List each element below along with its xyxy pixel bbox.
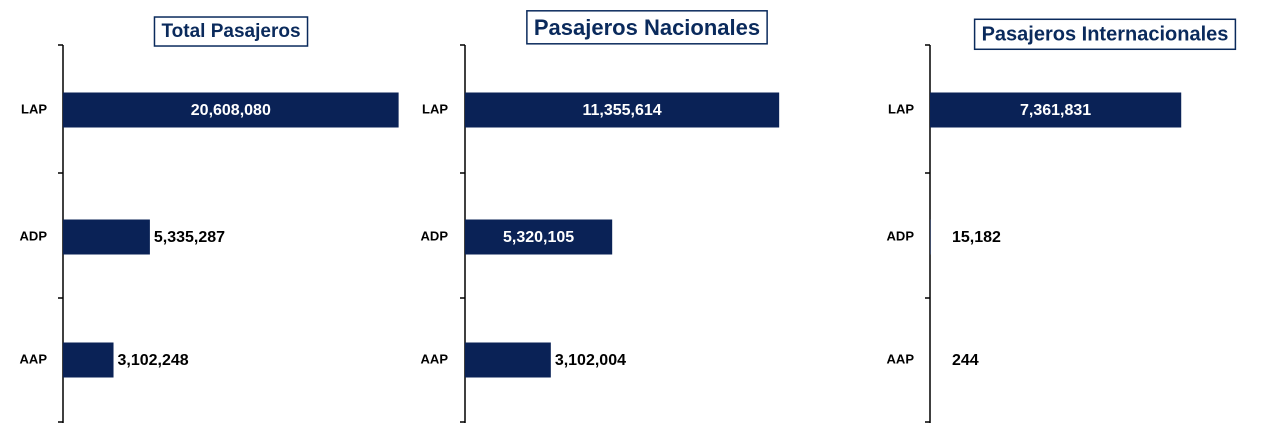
value-label: 11,355,614 <box>582 102 661 119</box>
chart-title: Pasajeros Nacionales <box>534 15 760 40</box>
category-label: LAP <box>888 101 914 116</box>
bar <box>63 220 150 255</box>
value-label: 5,320,105 <box>503 229 574 246</box>
category-label: ADP <box>421 228 449 243</box>
category-label: AAP <box>887 351 915 366</box>
category-label: AAP <box>20 351 48 366</box>
category-label: LAP <box>21 101 47 116</box>
bar <box>930 220 931 255</box>
value-label: 7,361,831 <box>1020 102 1091 119</box>
value-label: 20,608,080 <box>191 102 271 119</box>
bar <box>63 343 114 378</box>
value-label: 15,182 <box>952 229 1001 246</box>
value-label: 5,335,287 <box>154 229 225 246</box>
category-label: LAP <box>422 101 448 116</box>
category-label: ADP <box>887 228 915 243</box>
value-label: 244 <box>952 352 979 369</box>
bar <box>465 343 551 378</box>
category-label: ADP <box>20 228 48 243</box>
value-label: 3,102,004 <box>555 352 626 369</box>
chart-title: Pasajeros Internacionales <box>982 23 1229 45</box>
category-label: AAP <box>421 351 449 366</box>
chart-title: Total Pasajeros <box>161 21 300 42</box>
value-label: 3,102,248 <box>118 352 189 369</box>
